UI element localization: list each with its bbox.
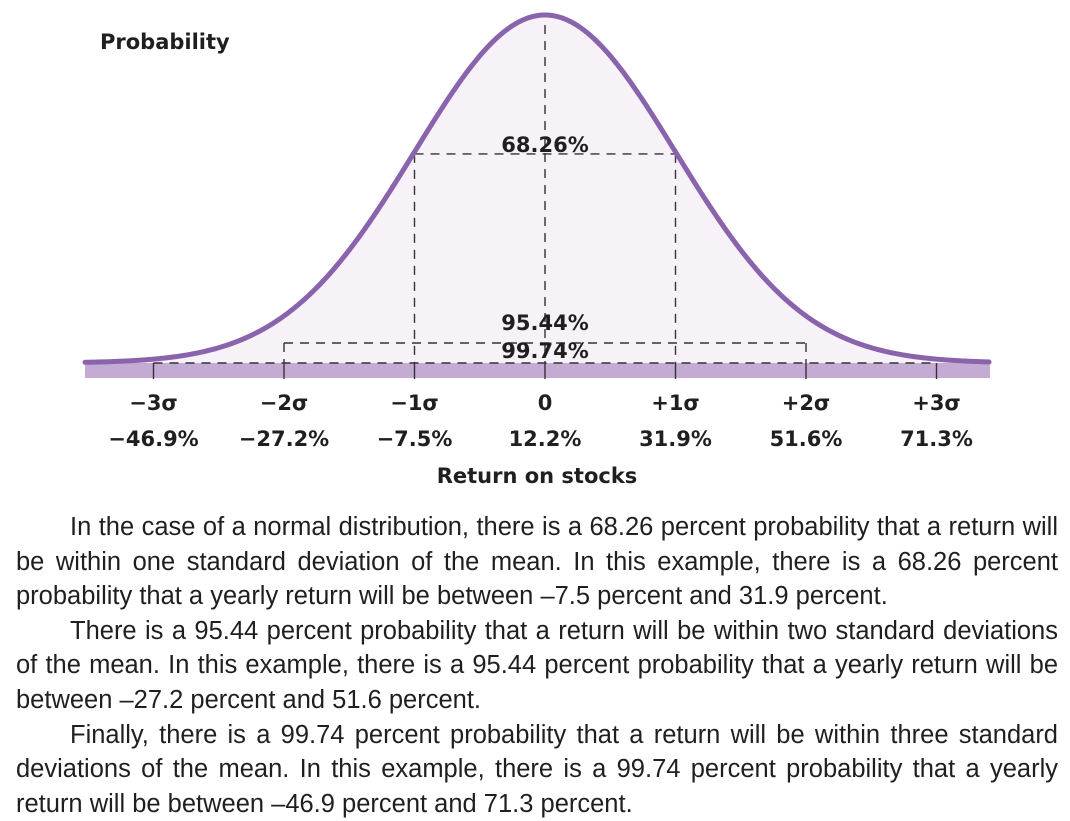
caption-paragraph-three-sigma: Finally, there is a 99.74 percent probab… (16, 720, 1058, 818)
return-tick-label: 71.3% (900, 427, 973, 451)
return-tick-label: 51.6% (770, 427, 843, 451)
return-tick-label: 12.2% (509, 427, 582, 451)
sigma-tick-label: +1σ (651, 391, 700, 415)
interval-label-2-sigma: 95.44% (501, 311, 588, 335)
distribution-curve (82, 12, 992, 365)
sigma-tick-label: −1σ (390, 391, 439, 415)
tick-marks-layer (152, 363, 938, 379)
chart-canvas: Probability Return on stocks 68.26% 95.44… (82, 12, 992, 488)
interval-label-1-sigma: 68.26% (501, 133, 588, 157)
normal-distribution-chart: Probability Return on stocks 68.26% 95.44… (82, 12, 992, 488)
sigma-tick-label: 0 (538, 391, 553, 415)
curve-line-layer (82, 12, 992, 365)
return-tick-label: −27.2% (239, 427, 329, 451)
caption-paragraph-two-sigma: There is a 95.44 percent probability tha… (16, 616, 1058, 714)
sigma-tick-label: −3σ (129, 391, 178, 415)
sigma-tick-label: −2σ (260, 391, 309, 415)
interval-label-3-sigma: 99.74% (501, 339, 588, 363)
sigma-tick-label: +2σ (782, 391, 831, 415)
labels-layer: Probability Return on stocks 68.26% 95.44… (100, 30, 973, 488)
curve-area-fill (85, 15, 990, 363)
return-tick-label: 31.9% (639, 427, 712, 451)
caption-paragraph-one-sigma: In the case of a normal distribution, th… (16, 513, 1058, 611)
y-axis-label: Probability (100, 30, 230, 54)
baseline-band-layer (85, 363, 990, 378)
x-axis-label: Return on stocks (437, 464, 638, 488)
baseline-band (85, 363, 990, 378)
explanatory-text: In the case of a normal distribution, th… (16, 510, 1058, 821)
return-tick-label: −46.9% (108, 427, 198, 451)
sigma-tick-label: +3σ (912, 391, 961, 415)
return-tick-label: −7.5% (377, 427, 453, 451)
curve-area-layer (85, 15, 990, 363)
